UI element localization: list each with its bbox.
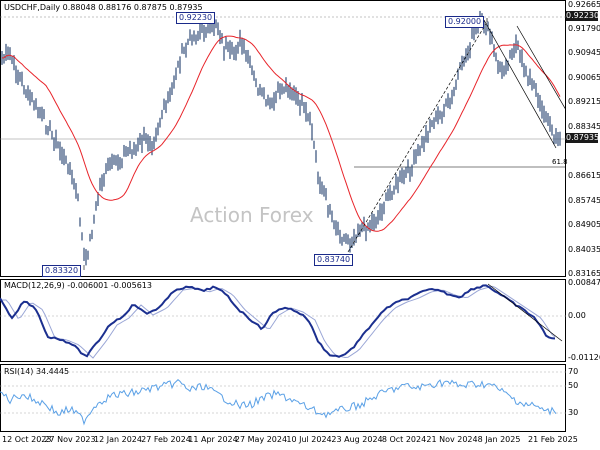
price-tick-label: 0.84905 — [568, 220, 600, 229]
macd-signal-line — [0, 285, 556, 359]
x-tick-label: 10 Jul 2024 — [286, 435, 332, 444]
macd-header: MACD(12,26,9) -0.006001 -0.005613 — [4, 281, 152, 290]
macd-line — [0, 284, 556, 358]
price-chart[interactable] — [0, 0, 566, 277]
price-tick-label: 0.88345 — [568, 122, 600, 131]
x-tick-label: 27 Nov 2023 — [44, 435, 96, 444]
rsi-panel[interactable] — [0, 364, 566, 432]
moving-average-line — [2, 35, 561, 232]
price-panel[interactable] — [0, 0, 566, 277]
macd-tick-label: -0.011265 — [568, 353, 600, 362]
rsi-tick-label: 70 — [568, 367, 579, 376]
price-tick-label: 0.83165 — [568, 269, 600, 278]
x-tick-label: 21 Feb 2025 — [528, 435, 578, 444]
current-price-tag: 0.87935 — [566, 133, 600, 143]
macd-panel[interactable] — [0, 279, 566, 362]
macd-trend-line — [487, 283, 563, 342]
price-tick-label: 0.85745 — [568, 196, 600, 205]
price-tick-label: 0.84035 — [568, 245, 600, 254]
x-tick-label: 8 Oct 2024 — [381, 435, 427, 444]
watermark: Action Forex — [190, 203, 314, 227]
price-tick-label: 0.89215 — [568, 97, 600, 106]
macd-tick-label: 0.008471 — [568, 278, 600, 287]
price-tick-label: 0.91790 — [568, 24, 600, 33]
rsi-line — [0, 379, 557, 426]
callout-low-2: 0.83740 — [314, 254, 354, 266]
rsi-header: RSI(14) 34.4445 — [4, 367, 70, 376]
x-tick-label: 27 Feb 2024 — [141, 435, 191, 444]
x-tick-label: 23 Aug 2024 — [331, 435, 383, 444]
macd-trend-line — [487, 283, 563, 342]
channel-upper-line — [516, 25, 566, 111]
price-candles — [1, 10, 561, 266]
macd-chart[interactable] — [0, 279, 566, 362]
rsi-tick-label: 30 — [568, 408, 579, 417]
x-tick-label: 11 Apr 2024 — [188, 435, 238, 444]
x-tick-label: 21 Nov 2024 — [426, 435, 478, 444]
callout-peak-1: 0.92230 — [176, 12, 216, 24]
price-tick-label: 0.90945 — [568, 48, 600, 57]
callout-peak-2: 0.92000 — [445, 16, 485, 28]
high-price-tag: 0.92230 — [566, 11, 600, 21]
x-tick-label: 8 Jan 2025 — [477, 435, 521, 444]
price-header: USDCHF,Daily 0.88048 0.88176 0.87875 0.8… — [4, 3, 203, 12]
x-tick-label: 12 Oct 2023 — [2, 435, 52, 444]
rsi-tick-label: 50 — [568, 381, 579, 390]
macd-tick-label: 0.00 — [568, 311, 586, 320]
price-tick-label: 0.92665 — [568, 0, 600, 9]
trend-lines — [83, 18, 566, 270]
callout-low-1: 0.83320 — [42, 265, 82, 277]
x-tick-label: 27 May 2024 — [234, 435, 288, 444]
x-tick-label: 12 Jan 2024 — [94, 435, 142, 444]
channel-lower-line — [483, 19, 557, 149]
fib-level-label: 61.8 — [552, 158, 568, 166]
rsi-chart[interactable] — [0, 364, 566, 432]
price-tick-label: 0.90065 — [568, 73, 600, 82]
price-tick-label: 0.86615 — [568, 171, 600, 180]
